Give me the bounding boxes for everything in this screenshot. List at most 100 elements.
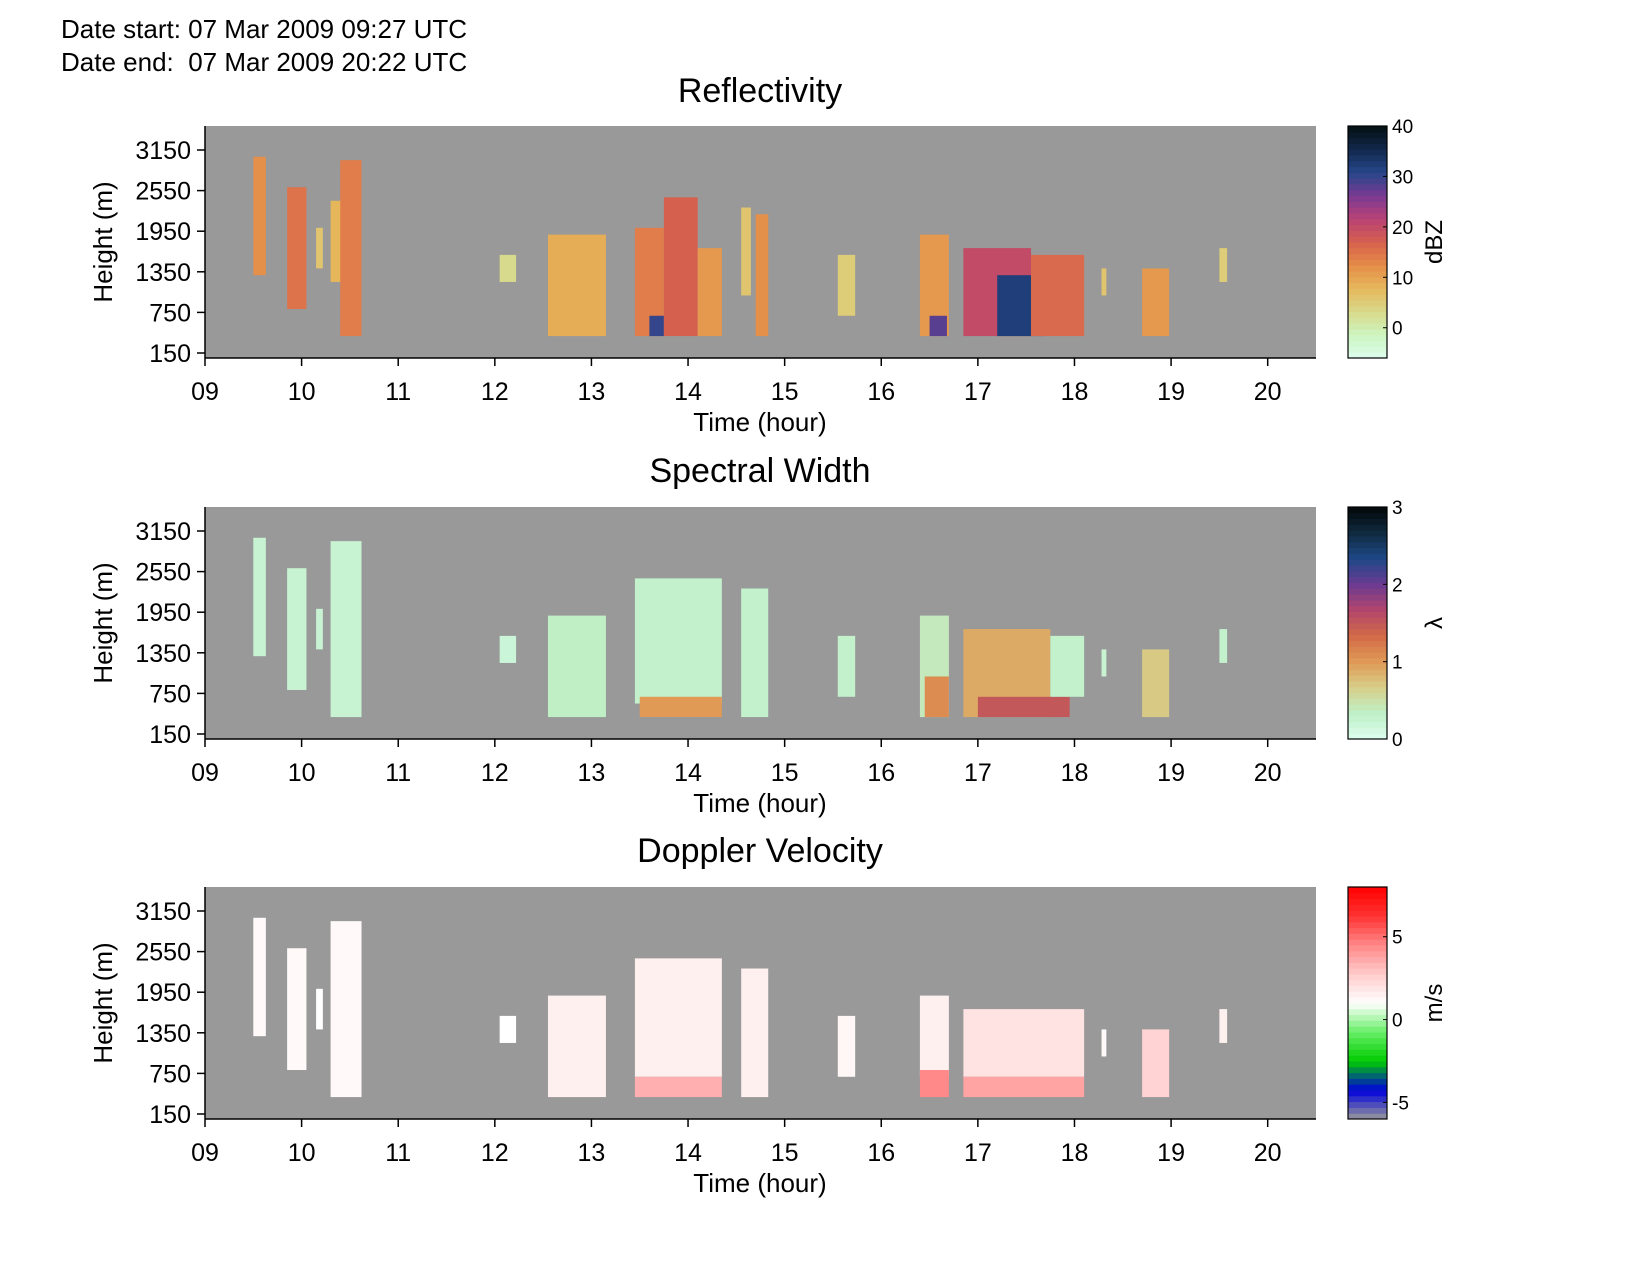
x-tick-label: 13 — [578, 759, 606, 787]
colorbar-segment — [1348, 323, 1387, 330]
colorbar-label: m/s — [1421, 984, 1448, 1023]
colorbar: 3 2 1 0 λ — [1347, 498, 1448, 751]
colorbar-segment — [1348, 1078, 1387, 1085]
colorbar-frame — [1347, 125, 1388, 359]
colorbar-segment — [1348, 317, 1387, 324]
colorbar-label: dBZ — [1421, 220, 1448, 264]
y-axis-label: Height (m) — [88, 562, 118, 683]
colorbar-segment — [1348, 340, 1387, 347]
x-tick-label: 15 — [771, 1139, 799, 1167]
data-cell — [253, 537, 266, 657]
colorbar-segment — [1348, 1049, 1387, 1056]
data-cell — [634, 958, 722, 1077]
y-axis-label: Height (m) — [88, 942, 118, 1063]
colorbar-frame — [1347, 506, 1388, 740]
colorbar-segment — [1348, 634, 1387, 641]
chart-title: Spectral Width — [649, 452, 870, 490]
colorbar-segment — [1348, 904, 1387, 911]
y-tick-label: 1350 — [135, 640, 191, 668]
data-cell — [1219, 629, 1228, 663]
x-tick-label: 12 — [481, 759, 509, 787]
colorbar-segment — [1348, 657, 1387, 665]
data-cell — [837, 1015, 856, 1077]
data-cell — [499, 254, 517, 282]
colorbar-segment — [1348, 247, 1387, 255]
colorbar-segment — [1348, 686, 1387, 694]
colorbar-tick-label: -5 — [1392, 1093, 1409, 1114]
colorbar-segment — [1348, 559, 1387, 566]
colorbar-segment — [1348, 207, 1387, 214]
colorbar-segment — [1348, 974, 1387, 981]
data-cell — [634, 578, 722, 704]
colorbar-segment — [1348, 218, 1387, 226]
data-cell — [316, 608, 323, 650]
colorbar-segment — [1348, 1014, 1387, 1021]
x-axis-label: Time (hour) — [693, 788, 826, 818]
colorbar-segment — [1348, 910, 1387, 917]
x-tick-label: 14 — [674, 378, 702, 406]
data-cell — [963, 1076, 1085, 1098]
colorbar-segment — [1348, 681, 1387, 688]
colorbar-segment — [1348, 1032, 1387, 1039]
x-axis-label: Time (hour) — [693, 1168, 826, 1198]
colorbar-tick-label: 0 — [1392, 319, 1403, 340]
colorbar-segment — [1348, 166, 1387, 173]
colorbar-segment — [1348, 623, 1387, 630]
data-cell — [1101, 649, 1107, 677]
colorbar-tick-label: 2 — [1392, 575, 1403, 596]
data-cell — [1142, 268, 1170, 337]
data-cell — [1142, 1029, 1170, 1098]
colorbar-segment — [1348, 733, 1387, 740]
x-tick-label: 17 — [964, 759, 992, 787]
colorbar-segment — [1348, 962, 1387, 969]
y-tick-label: 150 — [149, 721, 191, 749]
colorbar-segment — [1348, 991, 1387, 998]
data-cell — [1101, 1029, 1107, 1057]
colorbar-segment — [1348, 288, 1387, 295]
y-tick-label: 1950 — [135, 979, 191, 1007]
colorbar-label: λ — [1421, 617, 1448, 629]
x-tick-label: 09 — [191, 378, 219, 406]
colorbar-segment — [1348, 698, 1387, 705]
colorbar-segment — [1348, 201, 1387, 208]
data-cell — [330, 541, 362, 718]
data-cell — [741, 207, 751, 296]
colorbar-segment — [1348, 346, 1387, 353]
x-tick-label: 20 — [1254, 1139, 1282, 1167]
data-cell — [919, 995, 949, 1077]
colorbar-segment — [1348, 282, 1387, 289]
colorbar-segment — [1348, 887, 1387, 894]
data-cell — [741, 588, 769, 718]
data-cell — [340, 160, 362, 337]
colorbar-segment — [1348, 512, 1387, 520]
x-tick-label: 11 — [385, 759, 411, 787]
colorbar-segment — [1348, 1084, 1387, 1091]
x-tick-label: 11 — [385, 1139, 411, 1167]
colorbar-frame — [1347, 886, 1388, 1120]
colorbar-segment — [1348, 259, 1387, 266]
panel-3: Doppler Velocity315025501950135075015009… — [88, 832, 1448, 1198]
colorbar-segment — [1348, 605, 1387, 612]
chart-title: Doppler Velocity — [637, 832, 883, 870]
colorbar-segment — [1348, 195, 1387, 202]
colorbar-segment — [1348, 692, 1387, 699]
colorbar-segment — [1348, 950, 1387, 958]
y-tick-label: 750 — [149, 299, 191, 327]
colorbar-segment — [1348, 329, 1387, 336]
colorbar-segment — [1348, 1026, 1387, 1033]
x-tick-label: 11 — [385, 378, 411, 406]
data-cell — [963, 1009, 1085, 1077]
y-tick-label: 2550 — [135, 178, 191, 206]
x-tick-label: 09 — [191, 1139, 219, 1167]
colorbar-segment — [1348, 985, 1387, 992]
colorbar: 40 30 20 10 0 dBZ — [1347, 117, 1448, 359]
colorbar-segment — [1348, 1008, 1387, 1016]
y-axis-label: Height (m) — [88, 181, 118, 302]
y-tick-label: 3150 — [135, 518, 191, 546]
colorbar-segment — [1348, 271, 1387, 278]
data-cell — [287, 568, 307, 691]
data-cell — [1031, 254, 1085, 337]
y-tick-label: 3150 — [135, 137, 191, 165]
y-tick-label: 3150 — [135, 898, 191, 926]
